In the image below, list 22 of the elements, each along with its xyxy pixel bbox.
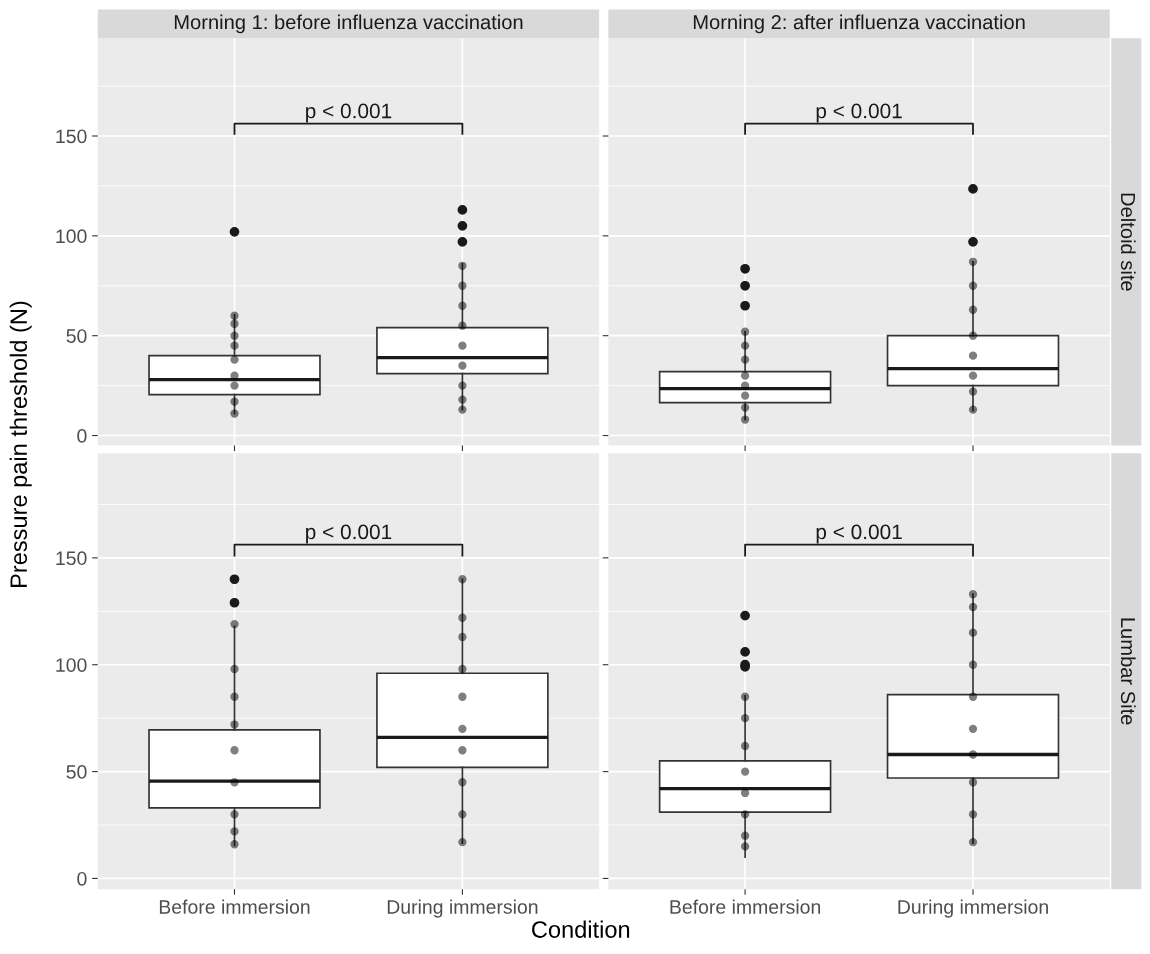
y-tick-label: 50 [66, 765, 87, 779]
x-tick-label: Before immersion [159, 899, 310, 914]
x-tick-label: During immersion [898, 899, 1048, 918]
y-axis-title: Pressure pain threshold (N) [9, 301, 32, 587]
x-tick-label: During immersion [387, 899, 538, 918]
chart-title: Morning 1: before influenza vaccination [174, 14, 523, 34]
x-axis-title: Condition [532, 920, 630, 938]
y2-axis-title: Lumbar Site [1120, 618, 1136, 725]
chart-title: Morning 2: after influenza vaccination [693, 14, 1025, 34]
y2-axis-title: Deltoid site [1120, 193, 1136, 291]
y-tick-label: 100 [56, 229, 87, 244]
y-tick-label: 50 [66, 329, 87, 343]
y-tick-label: 0 [77, 429, 87, 443]
annotation: p < 0.001 [306, 524, 392, 544]
y-tick-label: 150 [56, 129, 87, 144]
y-tick-label: 100 [56, 658, 87, 672]
annotation: p < 0.001 [306, 103, 392, 123]
annotation: p < 0.001 [816, 103, 902, 123]
x-tick-label: Before immersion [670, 899, 821, 914]
y-tick-label: 0 [77, 871, 87, 886]
annotation: p < 0.001 [816, 524, 902, 544]
y-tick-label: 150 [56, 551, 87, 566]
